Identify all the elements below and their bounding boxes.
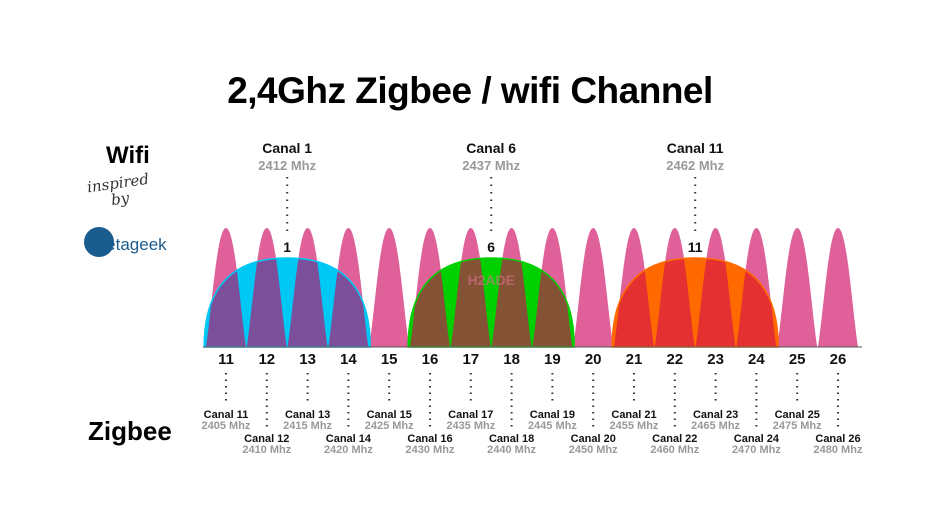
zigbee-channel-label: Canal 26 (815, 433, 860, 445)
overlap-spike-18 (491, 258, 532, 347)
wifi-arc-outline (407, 257, 575, 348)
wifi-channel-number: 11 (688, 239, 703, 255)
zigbee-channel-freq: 2405 Mhz (202, 420, 251, 432)
logo-circle (84, 227, 114, 257)
wifi-arc-channel-1 (204, 258, 371, 347)
overlap-spike-12 (246, 258, 287, 347)
zigbee-channel-number: 12 (258, 351, 275, 368)
zigbee-label: Zigbee (88, 416, 172, 446)
wifi-channel-number: 6 (487, 239, 495, 255)
zigbee-channel-freq: 2425 Mhz (365, 420, 414, 432)
zigbee-channel-freq: 2415 Mhz (283, 420, 332, 432)
zigbee-channel-label: Canal 17 (448, 409, 493, 421)
zigbee-channel-freq: 2470 Mhz (732, 444, 781, 456)
overlap-group (410, 258, 573, 347)
zigbee-channel-label: Canal 23 (693, 409, 738, 421)
zigbee-channel-number: 23 (707, 351, 724, 368)
wifi-label: Wifi (106, 142, 150, 169)
zigbee-spike-25 (777, 228, 818, 347)
watermark: H2ADE (467, 272, 514, 288)
overlap-spike-16 (410, 258, 450, 347)
zigbee-channel-label: Canal 12 (244, 433, 289, 445)
wifi-arc-outline (203, 257, 371, 348)
zigbee-channel-freq: 2460 Mhz (650, 444, 699, 456)
zigbee-channel-freq: 2435 Mhz (446, 420, 495, 432)
overlap-spike-19 (532, 258, 573, 347)
zigbee-channel-freq: 2465 Mhz (691, 420, 740, 432)
zigbee-channel-label: Canal 19 (530, 409, 575, 421)
overlap-group (206, 258, 369, 347)
overlap-spike-13 (287, 258, 328, 347)
zigbee-channel-freq: 2480 Mhz (814, 444, 863, 456)
zigbee-channel-number: 25 (789, 351, 806, 368)
zigbee-channel-freq: 2445 Mhz (528, 420, 577, 432)
zigbee-channel-number: 18 (503, 351, 520, 368)
zigbee-channel-number: 11 (218, 351, 234, 368)
wifi-channel-freq: 2437 Mhz (462, 158, 520, 173)
wifi-arc-channel-11 (612, 258, 779, 347)
zigbee-channel-freq: 2450 Mhz (569, 444, 618, 456)
zigbee-spike-20 (573, 228, 614, 347)
zigbee-channel-label: Canal 16 (407, 433, 452, 445)
zigbee-channel-label: Canal 20 (571, 433, 616, 445)
overlap-spike-17 (450, 258, 491, 347)
overlap-group (614, 258, 777, 347)
zigbee-channel-label: Canal 11 (204, 409, 249, 421)
zigbee-channel-freq: 2420 Mhz (324, 444, 373, 456)
zigbee-channel-label: Canal 13 (285, 409, 330, 421)
wifi-channel-label: Canal 11 (667, 140, 724, 156)
zigbee-channel-label: Canal 25 (775, 409, 820, 421)
wifi-channel-label: Canal 6 (466, 140, 516, 156)
zigbee-channel-freq: 2430 Mhz (406, 444, 455, 456)
zigbee-channel-number: 16 (422, 351, 439, 368)
zigbee-channel-label: Canal 18 (489, 433, 534, 445)
overlap-spike-21 (614, 258, 654, 347)
zigbee-spike-26 (818, 228, 858, 347)
overlap-spike-14 (328, 258, 369, 347)
zigbee-channel-number: 24 (748, 351, 765, 368)
wifi-channel-freq: 2462 Mhz (666, 158, 724, 173)
zigbee-channel-label: Canal 15 (367, 409, 412, 421)
page-title: 2,4Ghz Zigbee / wifi Channel (227, 70, 713, 111)
zigbee-channel-label: Canal 22 (652, 433, 697, 445)
wifi-channel-number: 1 (283, 239, 291, 255)
metageek-logo: metageek (84, 225, 184, 257)
zigbee-channel-freq: 2455 Mhz (610, 420, 659, 432)
zigbee-channel-number: 26 (830, 351, 847, 368)
wifi-channel-freq: 2412 Mhz (258, 158, 316, 173)
zigbee-channel-number: 19 (544, 351, 561, 368)
overlap-spike-22 (654, 258, 695, 347)
zigbee-channel-number: 22 (666, 351, 683, 368)
zigbee-channel-label: Canal 21 (611, 409, 656, 421)
zigbee-channel-freq: 2475 Mhz (773, 420, 822, 432)
zigbee-channel-number: 13 (299, 351, 316, 368)
zigbee-channel-number: 15 (381, 351, 398, 368)
zigbee-channel-freq: 2410 Mhz (242, 444, 291, 456)
zigbee-channel-freq: 2440 Mhz (487, 444, 536, 456)
zigbee-channel-label: Canal 14 (326, 433, 372, 445)
wifi-arc-outline (611, 257, 779, 348)
zigbee-channel-label: Canal 24 (734, 433, 780, 445)
wifi-channel-label: Canal 1 (262, 140, 312, 156)
zigbee-channel-number: 17 (462, 351, 479, 368)
zigbee-spike-15 (369, 228, 410, 347)
zigbee-channel-number: 14 (340, 351, 357, 368)
overlap-spike-11 (206, 258, 246, 347)
overlap-spike-24 (736, 258, 777, 347)
zigbee-channel-number: 21 (626, 351, 643, 368)
logo-word: metageek (92, 235, 167, 254)
wifi-arc-channel-6 (408, 258, 575, 347)
overlap-spike-23 (695, 258, 736, 347)
zigbee-channel-number: 20 (585, 351, 602, 368)
